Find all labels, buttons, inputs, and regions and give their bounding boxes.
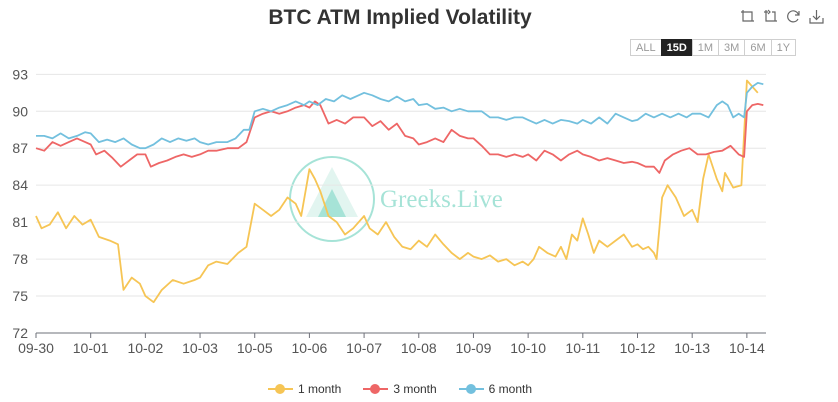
y-tick-label: 93 <box>12 66 28 82</box>
range-selector: ALL 15D 1M 3M 6M 1Y <box>630 39 797 56</box>
y-tick-label: 87 <box>12 140 28 156</box>
series-line-6-month[interactable] <box>36 82 764 150</box>
x-tick-label: 10-01 <box>73 340 109 356</box>
x-tick-label: 10-14 <box>729 340 765 356</box>
y-tick-label: 84 <box>12 177 28 193</box>
restore-icon[interactable] <box>786 9 801 24</box>
x-tick-label: 10-08 <box>401 340 437 356</box>
chart-toolbox <box>740 9 824 24</box>
y-tick-label: 81 <box>12 214 28 230</box>
y-tick-label: 78 <box>12 251 28 267</box>
legend-item-6-month[interactable]: 6 month <box>458 382 533 396</box>
y-tick-label: 72 <box>12 325 28 341</box>
legend-item-3-month[interactable]: 3 month <box>363 382 437 396</box>
series-lines <box>35 79 764 304</box>
series-line-1-month[interactable] <box>35 79 759 304</box>
series-line-3-month[interactable] <box>35 100 764 174</box>
chart-legend: 1 month 3 month 6 month <box>0 382 800 396</box>
range-1y-button[interactable]: 1Y <box>770 39 797 56</box>
x-tick-label: 10-07 <box>346 340 382 356</box>
zoom-back-icon[interactable] <box>763 9 778 24</box>
legend-label-3-month: 3 month <box>393 382 437 396</box>
legend-label-6-month: 6 month <box>488 382 533 396</box>
legend-item-1-month[interactable]: 1 month <box>267 382 342 396</box>
x-tick-label: 10-12 <box>620 340 656 356</box>
range-15d-button[interactable]: 15D <box>660 39 693 56</box>
x-tick-label: 10-10 <box>510 340 546 356</box>
save-image-icon[interactable] <box>809 9 824 24</box>
x-tick-label: 10-11 <box>565 340 600 356</box>
y-tick-label: 90 <box>12 103 28 119</box>
x-tick-label: 10-06 <box>292 340 328 356</box>
axes: 72 75 78 81 84 87 90 93 09-30 10-01 10-02 10-03 10-0… <box>12 66 766 356</box>
zoom-icon[interactable] <box>740 9 755 24</box>
legend-label-1-month: 1 month <box>297 382 342 396</box>
y-tick-label: 75 <box>12 288 28 304</box>
legend-swatch-6-month <box>458 383 484 395</box>
x-tick-label: 10-09 <box>456 340 492 356</box>
legend-swatch-3-month <box>363 383 389 395</box>
x-tick-label: 09-30 <box>18 340 54 356</box>
x-tick-label: 10-02 <box>127 340 163 356</box>
x-tick-label: 10-13 <box>674 340 710 356</box>
x-tick-label: 10-05 <box>237 340 273 356</box>
chart-title: BTC ATM Implied Volatility <box>268 6 532 29</box>
legend-swatch-1-month <box>267 383 293 395</box>
x-tick-label: 10-03 <box>182 340 218 356</box>
watermark-text: Greeks.Live <box>380 186 503 213</box>
